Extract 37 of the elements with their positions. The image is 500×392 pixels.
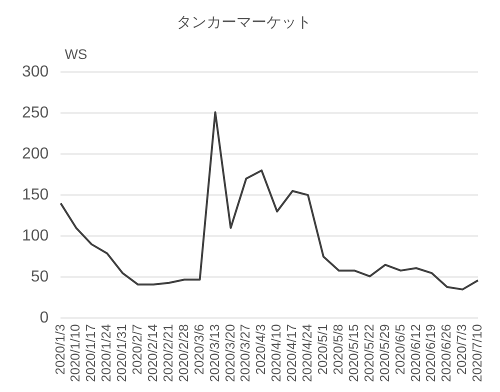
x-tick-label: 2020/5/8 <box>330 324 346 375</box>
y-tick-label: 250 <box>22 104 49 122</box>
y-axis-title: WS <box>64 46 88 62</box>
y-tick-label: 50 <box>30 268 49 286</box>
x-tick-label: 2020/6/26 <box>438 324 454 382</box>
x-tick-label: 2020/5/22 <box>361 324 376 382</box>
y-tick-label: 0 <box>40 310 49 327</box>
x-tick-label: 2020/5/15 <box>346 324 361 382</box>
x-tick-label: 2020/2/14 <box>145 324 160 382</box>
y-tick-label: 300 <box>22 63 49 80</box>
x-tick-label: 2020/7/10 <box>470 324 485 382</box>
x-tick-label: 2020/1/3 <box>52 324 68 375</box>
x-tick-label: 2020/6/19 <box>423 324 438 382</box>
x-tick-label: 2020/3/13 <box>206 324 222 382</box>
x-tick-label: 2020/3/6 <box>191 324 206 375</box>
x-tick-label: 2020/4/17 <box>284 324 300 382</box>
y-tick-label: 200 <box>22 145 49 162</box>
x-tick-label: 2020/1/31 <box>114 324 130 382</box>
x-tick-label: 2020/4/10 <box>268 324 284 382</box>
x-tick-label: 2020/1/17 <box>83 324 98 382</box>
x-tick-label: 2020/2/28 <box>176 324 191 382</box>
x-tick-label: 2020/6/12 <box>408 324 423 382</box>
y-tick-label: 150 <box>22 186 49 204</box>
x-tick-label: 2020/1/24 <box>98 324 114 382</box>
x-tick-label: 2020/4/24 <box>300 324 315 382</box>
x-tick-label: 2020/2/7 <box>130 324 145 375</box>
y-tick-label: 100 <box>22 228 49 245</box>
chart-title: タンカーマーケット <box>176 14 312 32</box>
x-tick-label: 2020/2/21 <box>160 324 176 382</box>
x-tick-label: 2020/7/3 <box>454 324 470 375</box>
x-tick-label: 2020/1/10 <box>68 324 83 382</box>
x-tick-label: 2020/5/1 <box>315 324 330 375</box>
x-tick-label: 2020/3/20 <box>222 324 238 382</box>
x-tick-label: 2020/4/3 <box>253 324 268 375</box>
x-tick-label: 2020/3/27 <box>238 324 253 382</box>
x-tick-label: 2020/5/29 <box>376 324 392 382</box>
x-tick-label: 2020/6/5 <box>392 324 408 375</box>
